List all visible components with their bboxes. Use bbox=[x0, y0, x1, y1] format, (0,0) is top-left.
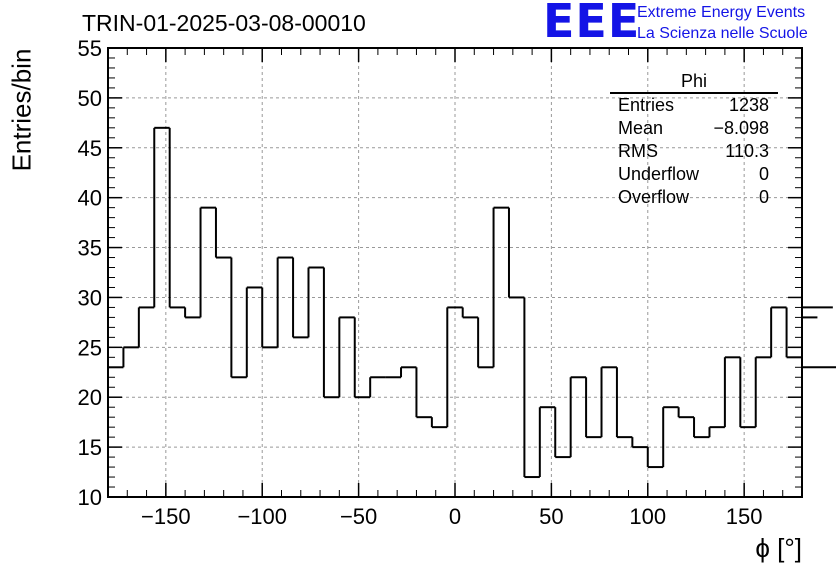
y-tick-label: 45 bbox=[78, 136, 102, 161]
stats-label: Overflow bbox=[618, 187, 690, 207]
y-tick-label: 40 bbox=[78, 186, 102, 211]
stats-value: 110.3 bbox=[725, 141, 769, 161]
y-tick-label: 10 bbox=[78, 485, 102, 510]
stats-row-overflow: Overflow 0 bbox=[610, 186, 778, 209]
x-tick-label: 50 bbox=[539, 504, 563, 529]
eee-logo: EEE bbox=[543, 0, 641, 48]
tick-labels: 10 15 20 25 30 35 40 45 50 55 −150 −100 −50 0 50 100 150 bbox=[78, 36, 763, 529]
stats-value: 1238 bbox=[728, 95, 769, 115]
stats-value: −8.098 bbox=[713, 118, 769, 138]
stats-box: Phi Entries 1238 Mean −8.098 RMS 110.3 U… bbox=[610, 70, 778, 209]
x-tick-label: 0 bbox=[449, 504, 461, 529]
x-axis-label: ϕ [°] bbox=[755, 533, 802, 563]
x-tick-label: 150 bbox=[726, 504, 763, 529]
stats-row-underflow: Underflow 0 bbox=[610, 163, 778, 186]
stats-row-entries: Entries 1238 bbox=[610, 94, 778, 117]
plot-frame bbox=[107, 47, 803, 498]
stats-value: 0 bbox=[758, 187, 769, 207]
y-tick-label: 25 bbox=[78, 335, 102, 360]
y-tick-label: 35 bbox=[78, 236, 102, 261]
x-tick-label: 100 bbox=[629, 504, 666, 529]
x-tick-label: −100 bbox=[237, 504, 287, 529]
stats-label: Entries bbox=[618, 95, 675, 115]
stats-label: Mean bbox=[618, 118, 664, 138]
y-tick-label: 20 bbox=[78, 385, 102, 410]
chart-title: TRIN-01-2025-03-08-00010 bbox=[82, 10, 366, 36]
grid-lines bbox=[108, 48, 802, 497]
y-tick-label: 30 bbox=[78, 285, 102, 310]
x-tick-label: −150 bbox=[141, 504, 191, 529]
stats-row-rms: RMS 110.3 bbox=[610, 140, 778, 163]
logo-tagline-1: Extreme Energy Events bbox=[637, 4, 806, 21]
stats-label: RMS bbox=[618, 141, 658, 161]
stats-label: Underflow bbox=[618, 164, 700, 184]
stats-value: 0 bbox=[758, 164, 769, 184]
y-axis-label: Entries/bin bbox=[6, 48, 37, 172]
y-tick-label: 15 bbox=[78, 435, 102, 460]
x-tick-label: −50 bbox=[340, 504, 377, 529]
y-tick-label: 50 bbox=[78, 86, 102, 111]
logo-tagline-2: La Scienza nelle Scuole bbox=[637, 25, 808, 42]
y-tick-label: 55 bbox=[78, 36, 102, 61]
stats-name: Phi bbox=[610, 70, 778, 94]
stats-row-mean: Mean −8.098 bbox=[610, 117, 778, 140]
histogram-bins bbox=[108, 126, 836, 497]
